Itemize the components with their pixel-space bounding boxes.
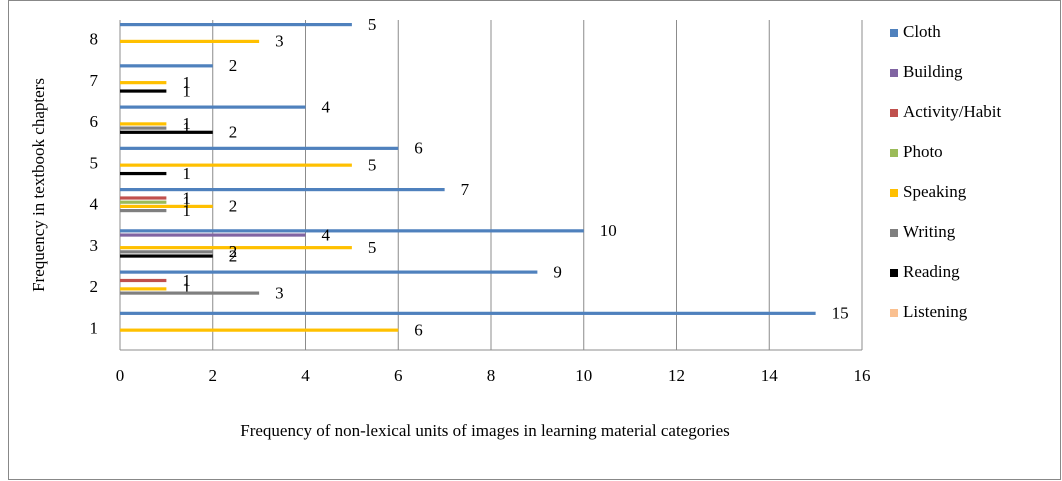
y-tick-label: 7: [90, 71, 99, 90]
y-axis-title: Frequency in textbook chapters: [29, 78, 48, 292]
data-label: 3: [275, 283, 284, 302]
data-label: 2: [229, 242, 238, 261]
data-label: 15: [832, 304, 849, 323]
legend-label: Activity/Habit: [903, 102, 1001, 121]
data-label: 9: [553, 262, 562, 281]
legend-swatch: [890, 149, 898, 157]
bar: [120, 171, 167, 176]
data-label: 5: [368, 155, 377, 174]
chart-border: [8, 0, 1061, 480]
legend-label: Writing: [903, 222, 956, 241]
y-tick-label: 1: [90, 318, 99, 337]
x-tick-label: 10: [575, 366, 592, 385]
y-tick-label: 6: [90, 112, 99, 131]
legend-label: Listening: [903, 302, 968, 321]
legend-label: Reading: [903, 262, 960, 281]
data-label: 5: [368, 15, 377, 34]
bar: [120, 188, 445, 192]
data-label: 1: [182, 73, 191, 92]
bar: [120, 254, 213, 258]
data-label: 6: [414, 320, 423, 339]
legend-swatch: [890, 69, 898, 77]
bar: [120, 163, 352, 167]
legend-label: Speaking: [903, 182, 967, 201]
x-axis-title: Frequency of non-lexical units of images…: [240, 421, 730, 440]
legend-swatch: [890, 269, 898, 277]
bar: [120, 146, 399, 150]
data-label: 2: [229, 197, 238, 216]
legend-swatch: [890, 189, 898, 197]
data-label: 2: [229, 56, 238, 75]
data-label: 1: [182, 118, 191, 137]
bar: [120, 229, 584, 233]
bar: [120, 130, 213, 134]
y-tick-label: 8: [90, 30, 99, 49]
bar: [120, 250, 213, 254]
bar: [120, 311, 816, 315]
bar: [120, 278, 167, 283]
bar: [120, 287, 167, 291]
data-label: 1: [182, 114, 191, 133]
bar: [120, 81, 167, 85]
bar: [120, 204, 213, 208]
data-label: 3: [275, 32, 284, 51]
bar: [120, 291, 260, 295]
bar: [120, 89, 167, 93]
legend-label: Building: [903, 62, 963, 81]
data-label: 1: [182, 279, 191, 298]
data-label: 1: [182, 201, 191, 220]
x-tick-label: 0: [116, 366, 125, 385]
data-label: 6: [414, 139, 423, 158]
data-label: 1: [182, 188, 191, 207]
bar: [120, 122, 167, 126]
y-tick-label: 4: [90, 195, 99, 214]
data-label: 1: [182, 81, 191, 100]
x-tick-label: 14: [761, 366, 779, 385]
legend-swatch: [890, 229, 898, 237]
y-tick-label: 5: [90, 153, 99, 172]
x-tick-label: 8: [487, 366, 496, 385]
y-tick-label: 2: [90, 277, 99, 296]
bar: [120, 209, 167, 213]
legend-swatch: [890, 109, 898, 117]
data-label: 10: [600, 221, 617, 240]
data-label: 4: [322, 97, 331, 116]
data-label: 4: [322, 225, 331, 244]
bar: [120, 233, 306, 237]
bar: [120, 105, 306, 109]
data-label: 1: [182, 271, 191, 290]
legend-swatch: [890, 309, 898, 317]
bar: [120, 328, 399, 332]
data-label: 7: [461, 180, 470, 199]
data-label: 2: [229, 123, 238, 142]
bar: [120, 200, 167, 204]
y-tick-label: 3: [90, 236, 99, 255]
legend-label: Photo: [903, 142, 943, 161]
bar: [120, 39, 260, 43]
data-label: 5: [368, 238, 377, 257]
bar: [120, 126, 167, 130]
legend-label: Cloth: [903, 22, 941, 41]
legend-swatch: [890, 29, 898, 37]
bar: [120, 196, 167, 200]
bar: [120, 270, 538, 274]
data-label: 1: [182, 193, 191, 212]
bar: [120, 64, 213, 68]
x-tick-label: 4: [301, 366, 310, 385]
x-tick-label: 6: [394, 366, 403, 385]
x-tick-label: 12: [668, 366, 685, 385]
x-tick-label: 2: [209, 366, 218, 385]
bar: [120, 246, 352, 250]
data-label: 1: [182, 164, 191, 183]
data-label: 2: [229, 246, 238, 265]
bar: [120, 23, 352, 27]
x-tick-label: 16: [854, 366, 871, 385]
